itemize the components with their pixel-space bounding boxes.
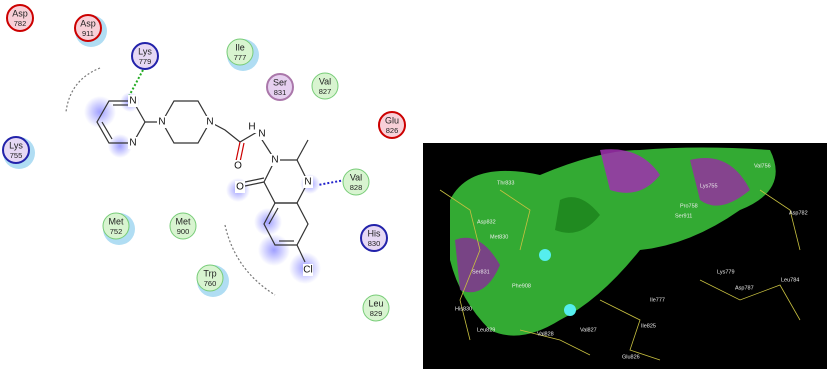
render-label: Ser831 xyxy=(472,269,490,275)
residue-number: 900 xyxy=(177,227,190,236)
render-label: Pro758 xyxy=(680,203,698,209)
residue-name: Val xyxy=(319,76,331,86)
residue-number: 827 xyxy=(319,87,332,96)
render-label: Leu829 xyxy=(477,327,495,333)
atom-bg xyxy=(257,128,267,140)
residue-circle xyxy=(102,212,130,240)
atom-label: N xyxy=(206,117,213,128)
residue-name: Leu xyxy=(368,298,383,308)
residue-number: 828 xyxy=(350,183,363,192)
residue-name: Lys xyxy=(9,140,23,150)
render-label: Asp782 xyxy=(789,210,808,216)
atom-label: O xyxy=(236,182,244,193)
residue-circle xyxy=(2,136,30,164)
residue-circle xyxy=(266,73,294,101)
atom-label: N xyxy=(158,117,165,128)
atom-bg xyxy=(233,160,243,172)
residue-circle xyxy=(342,168,370,196)
render-label: Asp787 xyxy=(735,285,754,291)
residue-name: Ser xyxy=(273,77,287,87)
render-label: Leu784 xyxy=(781,277,799,283)
residue-name: Ile xyxy=(235,42,245,52)
residue-name: Met xyxy=(175,216,191,226)
atom-label: N xyxy=(129,138,136,149)
render-label: Lys755 xyxy=(700,183,718,189)
residue-name: Glu xyxy=(385,115,399,125)
residue-name: Trp xyxy=(203,268,216,278)
render-label: Asp832 xyxy=(477,219,496,225)
residue-number: 826 xyxy=(386,126,399,135)
residue-name: Val xyxy=(350,172,362,182)
atom-bg xyxy=(128,137,138,149)
residue-number: 911 xyxy=(82,29,94,38)
residue-number: 831 xyxy=(274,88,287,97)
render-label: Lys779 xyxy=(717,269,735,275)
render-label: Thr833 xyxy=(497,180,514,186)
atom-bg xyxy=(128,95,138,107)
residue-circle xyxy=(378,111,406,139)
render-label: Val827 xyxy=(580,327,597,333)
residue-name: Lys xyxy=(138,46,152,56)
render-label: Ile777 xyxy=(650,297,665,303)
atom-bg xyxy=(157,116,167,128)
atom-label: Cl xyxy=(303,265,312,276)
atom-label: H xyxy=(248,122,255,133)
interactions xyxy=(65,67,346,296)
residue-circle xyxy=(131,42,159,70)
residue-name: Asp xyxy=(80,18,96,28)
atom-label: N xyxy=(129,96,136,107)
render-label: Phe908 xyxy=(512,283,531,289)
residue-circle xyxy=(311,72,339,100)
atom-label: N xyxy=(271,155,278,166)
residue-number: 752 xyxy=(110,227,123,236)
render-label: His830 xyxy=(455,306,472,312)
residue-number: 782 xyxy=(14,19,27,28)
residue-circle xyxy=(226,38,254,66)
interaction-diagram: Asp782 Asp911Lys779Ile777Ser831Val827Glu8… xyxy=(2,4,406,322)
atom-bg xyxy=(247,121,257,133)
residue-number: 829 xyxy=(370,309,383,318)
atom-bg xyxy=(303,176,313,188)
residue-name: Asp xyxy=(12,8,28,18)
residue-circle xyxy=(169,212,197,240)
render-label: Val756 xyxy=(754,163,771,169)
render-label: Ile825 xyxy=(641,323,656,329)
3d-render: Thr833 Asp832 Met830 Ser831 His830 Leu829 Val8… xyxy=(423,143,827,369)
render-label: Val828 xyxy=(537,331,554,337)
residue-number: 779 xyxy=(139,57,152,66)
residue-name: His xyxy=(368,228,381,238)
residue-circle xyxy=(196,264,224,292)
residue-number: 755 xyxy=(10,151,23,160)
atom-halos xyxy=(84,92,321,284)
residue-circle xyxy=(360,224,388,252)
atom-label: N xyxy=(304,177,311,188)
residue-circle xyxy=(362,294,390,322)
atom-bg xyxy=(205,116,215,128)
residue-number: 777 xyxy=(234,53,247,62)
residue-number: 760 xyxy=(204,279,217,288)
atom-label: N xyxy=(258,129,265,140)
atom-bg xyxy=(235,181,245,193)
render-label: Met830 xyxy=(490,234,508,240)
render-label: Ser911 xyxy=(675,213,692,219)
residue-circle xyxy=(6,4,34,32)
residue-number: 830 xyxy=(368,239,381,248)
residue-name: Met xyxy=(108,216,124,226)
atom-label: O xyxy=(234,161,242,172)
render-label: Glu826 xyxy=(622,354,640,360)
residue-circle xyxy=(74,14,102,42)
atom-bg xyxy=(270,154,280,166)
atom-bg xyxy=(303,264,313,276)
